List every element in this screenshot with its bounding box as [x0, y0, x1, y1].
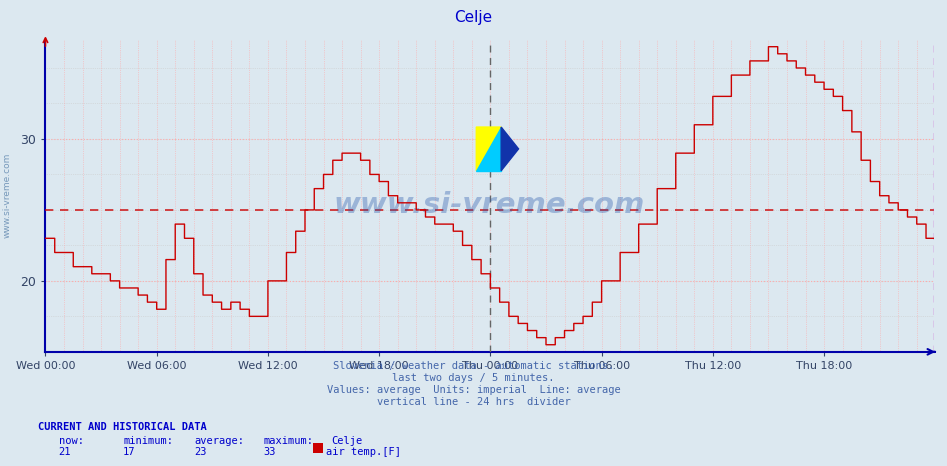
Text: www.si-vreme.com: www.si-vreme.com [3, 153, 12, 239]
Text: 17: 17 [123, 447, 135, 457]
Text: www.si-vreme.com: www.si-vreme.com [334, 191, 645, 219]
Text: Celje: Celje [455, 10, 492, 25]
Text: 33: 33 [263, 447, 276, 457]
Polygon shape [476, 127, 501, 171]
Text: CURRENT AND HISTORICAL DATA: CURRENT AND HISTORICAL DATA [38, 422, 206, 432]
Text: last two days / 5 minutes.: last two days / 5 minutes. [392, 373, 555, 383]
Text: Slovenia / weather data - automatic stations.: Slovenia / weather data - automatic stat… [333, 361, 614, 371]
Text: 21: 21 [59, 447, 71, 457]
Text: maximum:: maximum: [263, 436, 313, 445]
Text: vertical line - 24 hrs  divider: vertical line - 24 hrs divider [377, 397, 570, 407]
Polygon shape [501, 127, 519, 171]
Text: Celje: Celje [331, 436, 363, 445]
Text: 23: 23 [194, 447, 206, 457]
Polygon shape [476, 127, 501, 171]
Text: air temp.[F]: air temp.[F] [326, 447, 401, 457]
Text: Values: average  Units: imperial  Line: average: Values: average Units: imperial Line: av… [327, 385, 620, 395]
Text: minimum:: minimum: [123, 436, 173, 445]
Text: average:: average: [194, 436, 244, 445]
Text: now:: now: [59, 436, 83, 445]
